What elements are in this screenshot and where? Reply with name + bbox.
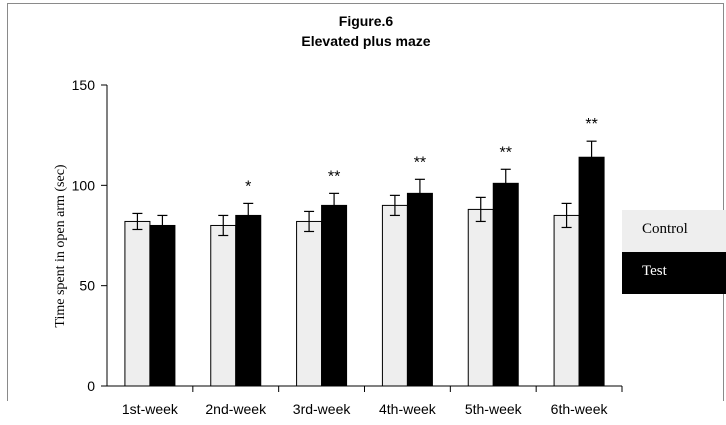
- chart-title: Figure.6: [339, 13, 394, 29]
- legend-label-control: Control: [642, 221, 688, 237]
- bar-test-6th-week: [578, 156, 605, 387]
- x-tick-label: 1st-week: [122, 401, 179, 417]
- x-tick-label: 5th-week: [465, 401, 523, 417]
- bar-control-6th-week: [553, 214, 580, 387]
- bar-control-4th-week: [381, 204, 408, 387]
- bar-test-3rd-week: [321, 204, 348, 387]
- x-tick-label: 6th-week: [551, 401, 609, 417]
- bar-control-3rd-week: [296, 220, 323, 387]
- bar-test-1st-week: [149, 224, 176, 387]
- significance-marker-3rd-week: **: [328, 168, 340, 185]
- y-tick-label: 0: [87, 378, 95, 394]
- x-tick-label: 3rd-week: [293, 401, 352, 417]
- bar-control-2nd-week: [210, 224, 237, 387]
- legend-item-control: Control: [622, 210, 726, 252]
- bar-control-1st-week: [124, 220, 151, 387]
- significance-marker-6th-week: **: [585, 116, 597, 133]
- bar-control-5th-week: [467, 208, 494, 387]
- significance-marker-4th-week: **: [414, 154, 426, 171]
- bar-test-4th-week: [406, 192, 433, 387]
- significance-marker-2nd-week: *: [245, 178, 251, 195]
- x-tick-label: 4th-week: [379, 401, 437, 417]
- bar-test-2nd-week: [235, 214, 262, 387]
- y-axis-label: Time spent in open arm (sec): [53, 164, 68, 328]
- chart-legend: Control Test: [622, 210, 726, 294]
- x-tick-label: 2nd-week: [205, 401, 267, 417]
- chart-subtitle: Elevated plus maze: [301, 33, 430, 49]
- chart-frame: [7, 3, 724, 401]
- y-tick-label: 100: [72, 177, 96, 193]
- significance-marker-5th-week: **: [500, 144, 512, 161]
- bar-test-5th-week: [492, 182, 519, 387]
- legend-label-test: Test: [642, 263, 667, 279]
- y-tick-label: 150: [72, 77, 96, 93]
- legend-item-test: Test: [622, 252, 726, 294]
- y-tick-label: 50: [79, 278, 95, 294]
